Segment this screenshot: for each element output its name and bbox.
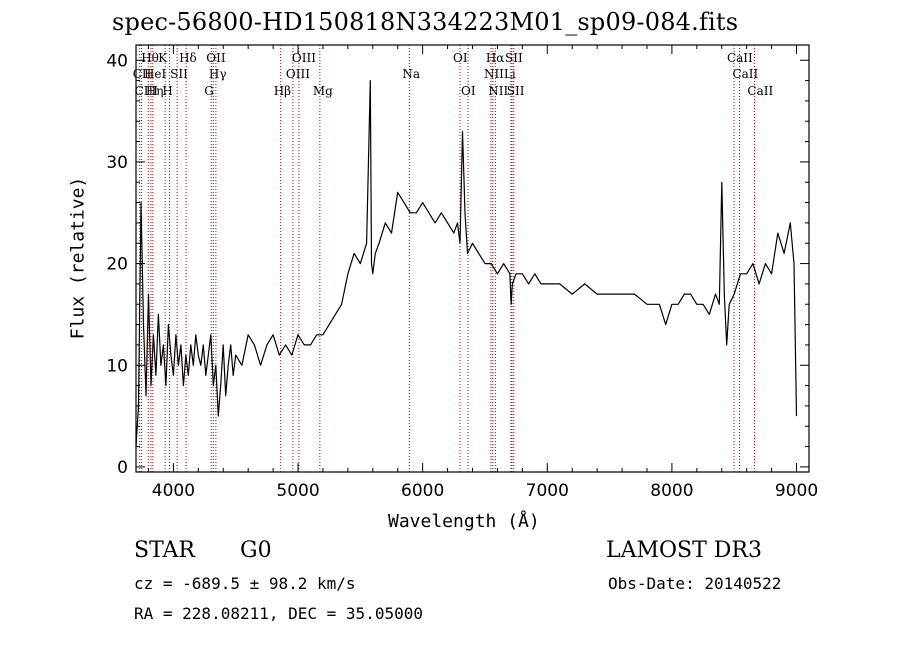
y-tick-label-2: 20 xyxy=(106,255,128,275)
marker-label-18: OI xyxy=(461,84,476,98)
y-axis-label: Flux (relative) xyxy=(67,176,89,340)
marker-label-21: NII xyxy=(488,84,508,98)
subclass: G0 xyxy=(240,538,272,563)
redshift-cz: cz = -689.5 ± 98.2 km/s xyxy=(134,574,356,593)
marker-label-6: H xyxy=(162,84,172,98)
marker-label-12: Hβ xyxy=(274,84,291,98)
spectrum-plot xyxy=(135,79,798,447)
y-tick-label-1: 10 xyxy=(106,356,128,376)
marker-label-13: OIII xyxy=(286,67,310,81)
axes: 4000 5000 6000 7000 8000 9000 0 10 20 30 40 xyxy=(106,44,818,501)
marker-label-0: CII xyxy=(133,67,152,81)
plot-frame xyxy=(135,44,810,473)
marker-label-3: HeI xyxy=(144,67,167,81)
marker-label-11: G xyxy=(204,84,214,98)
marker-label-20: NII xyxy=(484,67,504,81)
obs-date: Obs-Date: 20140522 xyxy=(608,574,782,593)
marker-label-26: CaII xyxy=(732,67,758,81)
marker-label-7: SII xyxy=(170,67,188,81)
y-tick-label-0: 0 xyxy=(117,458,128,478)
marker-label-5: K xyxy=(158,51,168,65)
marker-label-10: Hγ xyxy=(209,67,227,81)
y-tick-label-3: 30 xyxy=(106,153,128,173)
marker-label-24: SII xyxy=(507,84,525,98)
marker-label-14: OIII xyxy=(292,51,316,65)
object-type: STAR xyxy=(134,538,195,563)
marker-label-2: Hθ xyxy=(141,51,159,65)
survey-name: LAMOST DR3 xyxy=(606,538,762,563)
x-tick-label-3: 7000 xyxy=(526,481,569,501)
coordinates: RA = 228.08211, DEC = 35.05000 xyxy=(134,604,423,623)
marker-label-4: Hη xyxy=(146,84,164,98)
x-tick-label-2: 6000 xyxy=(401,481,444,501)
x-tick-label-5: 9000 xyxy=(775,481,818,501)
marker-label-8: Hδ xyxy=(179,51,197,65)
x-axis-label: Wavelength (Å) xyxy=(388,511,540,532)
x-tick-label-0: 4000 xyxy=(152,481,195,501)
x-tick-label-4: 8000 xyxy=(650,481,693,501)
y-tick-label-4: 40 xyxy=(106,51,128,71)
chart-title: spec-56800-HD150818N334223M01_sp09-084.f… xyxy=(112,8,739,36)
marker-label-15: Mg xyxy=(313,84,333,98)
x-tick-label-1: 5000 xyxy=(276,481,319,501)
marker-label-27: CaII xyxy=(747,84,773,98)
marker-label-16: Na xyxy=(402,67,420,81)
marker-label-25: CaII xyxy=(727,51,753,65)
spectrum-line xyxy=(135,79,798,447)
marker-label-17: OI xyxy=(453,51,468,65)
marker-label-23: Li xyxy=(504,67,516,81)
